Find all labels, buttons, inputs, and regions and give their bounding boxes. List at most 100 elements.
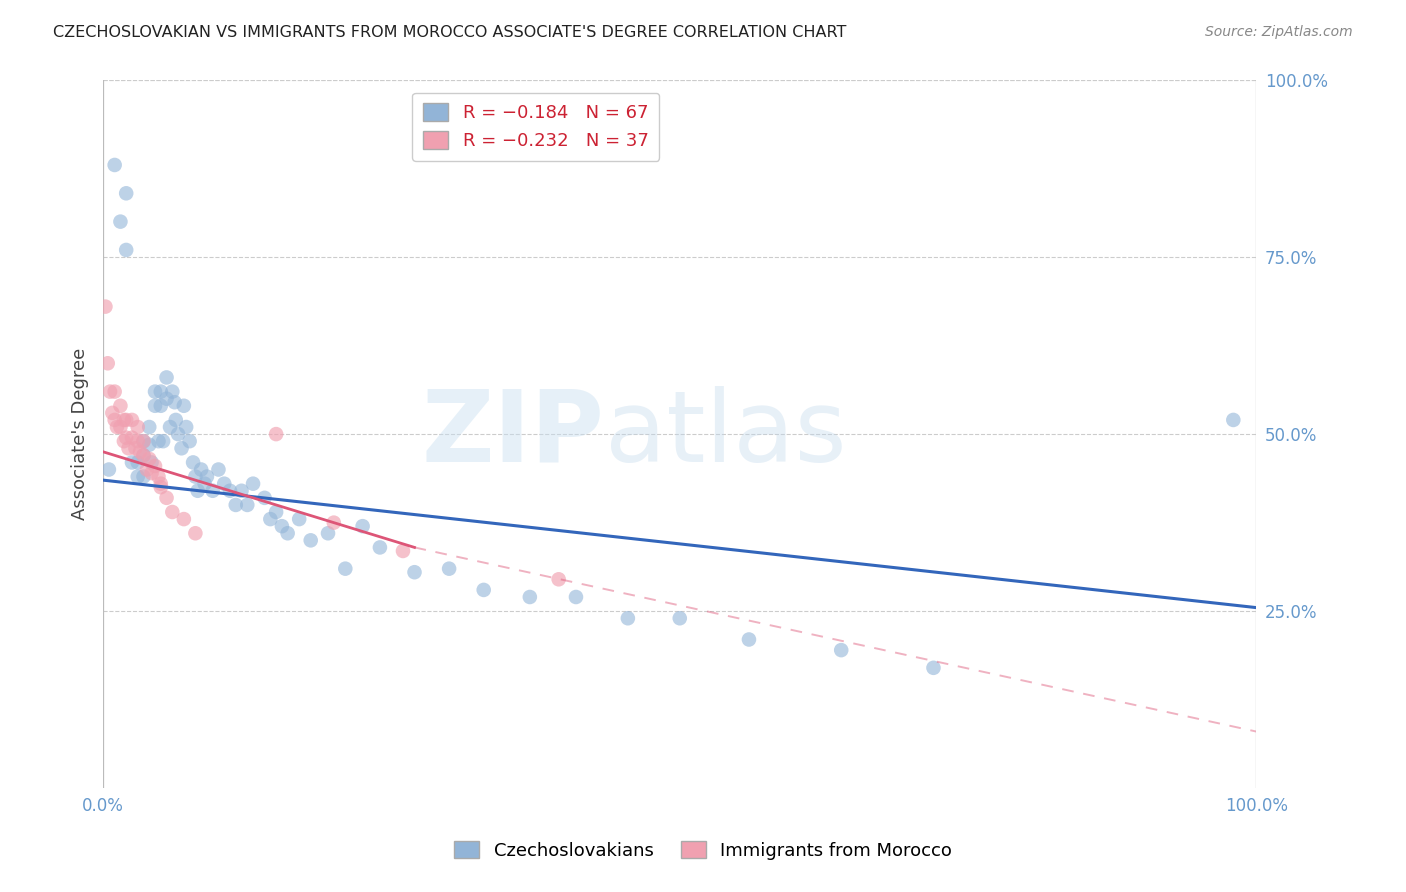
Point [547, 572, 569, 586]
Point [141, 466, 163, 480]
Point [110, 214, 132, 228]
Point [155, 392, 177, 406]
Point [155, 491, 177, 505]
Point [148, 434, 170, 449]
Point [163, 395, 186, 409]
Point [138, 451, 160, 466]
Point [472, 582, 495, 597]
Point [231, 483, 253, 498]
Point [219, 483, 242, 498]
Point [207, 462, 229, 476]
Point [181, 455, 204, 469]
Point [110, 420, 132, 434]
Point [165, 413, 187, 427]
Point [115, 186, 138, 201]
Point [195, 469, 218, 483]
Point [155, 370, 177, 384]
Point [101, 406, 124, 420]
Point [149, 480, 172, 494]
Point [179, 434, 201, 449]
Point [104, 413, 127, 427]
Point [173, 512, 195, 526]
Point [127, 434, 149, 449]
Point [112, 434, 135, 449]
Point [668, 611, 690, 625]
Point [138, 438, 160, 452]
Point [368, 541, 391, 555]
Point [738, 632, 761, 647]
Text: CZECHOSLOVAKIAN VS IMMIGRANTS FROM MOROCCO ASSOCIATE'S DEGREE CORRELATION CHART: CZECHOSLOVAKIAN VS IMMIGRANTS FROM MOROC… [53, 25, 846, 40]
Point [132, 448, 155, 462]
Point [138, 420, 160, 434]
Point [392, 544, 415, 558]
Point [322, 516, 344, 530]
Point [115, 431, 138, 445]
Point [404, 565, 426, 579]
Point [98, 384, 121, 399]
Point [174, 420, 197, 434]
Point [159, 420, 181, 434]
Legend: R = −0.184   N = 67, R = −0.232   N = 37: R = −0.184 N = 67, R = −0.232 N = 37 [412, 93, 659, 161]
Point [225, 498, 247, 512]
Point [115, 413, 138, 427]
Text: atlas: atlas [605, 385, 846, 483]
Point [212, 476, 235, 491]
Point [149, 384, 172, 399]
Point [127, 420, 149, 434]
Point [115, 243, 138, 257]
Point [149, 399, 172, 413]
Point [149, 476, 172, 491]
Point [127, 469, 149, 483]
Point [184, 469, 207, 483]
Point [1222, 413, 1244, 427]
Point [94, 300, 117, 314]
Point [922, 661, 945, 675]
Point [184, 526, 207, 541]
Point [270, 519, 292, 533]
Point [152, 434, 174, 449]
Point [162, 505, 184, 519]
Point [162, 384, 184, 399]
Point [141, 455, 163, 469]
Point [316, 526, 339, 541]
Point [167, 427, 190, 442]
Point [190, 462, 212, 476]
Point [132, 448, 155, 462]
Point [97, 462, 120, 476]
Point [259, 512, 281, 526]
Point [104, 384, 127, 399]
Point [132, 434, 155, 449]
Point [242, 476, 264, 491]
Point [437, 562, 460, 576]
Point [148, 469, 170, 483]
Point [253, 491, 276, 505]
Point [173, 399, 195, 413]
Point [110, 399, 132, 413]
Point [112, 413, 135, 427]
Point [236, 498, 259, 512]
Point [830, 643, 852, 657]
Point [170, 442, 193, 456]
Text: ZIP: ZIP [422, 385, 605, 483]
Point [519, 590, 541, 604]
Point [201, 483, 224, 498]
Point [127, 455, 149, 469]
Point [117, 442, 139, 456]
Point [124, 442, 146, 456]
Text: Source: ZipAtlas.com: Source: ZipAtlas.com [1205, 25, 1353, 39]
Point [105, 420, 128, 434]
Point [264, 427, 287, 442]
Point [136, 462, 159, 476]
Point [335, 562, 357, 576]
Point [143, 384, 166, 399]
Point [121, 455, 143, 469]
Point [194, 476, 217, 491]
Point [104, 158, 127, 172]
Point [132, 469, 155, 483]
Point [121, 413, 143, 427]
Point [617, 611, 640, 625]
Point [143, 399, 166, 413]
Point [97, 356, 120, 370]
Point [565, 590, 588, 604]
Point [264, 505, 287, 519]
